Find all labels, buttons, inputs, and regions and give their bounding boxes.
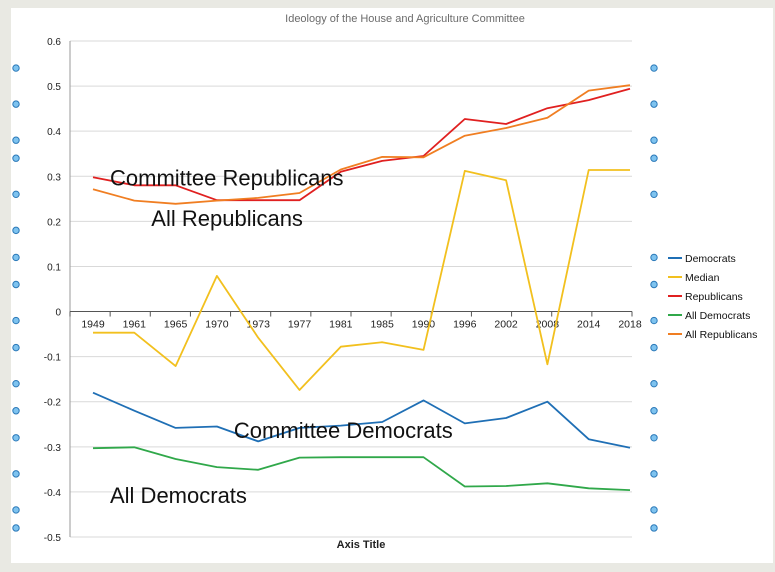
gridlines <box>70 40 632 538</box>
selection-handle <box>650 253 658 262</box>
series-line-all-democrats <box>92 446 631 491</box>
selection-handle <box>650 64 658 72</box>
selection-handle <box>12 407 20 415</box>
legend-label-all-republicans: All Republicans <box>685 329 757 341</box>
legend-label-all-democrats: All Democrats <box>685 310 750 322</box>
x-tick-label-1970: 1970 <box>205 319 229 331</box>
selection-handle <box>650 434 658 442</box>
selection-handle <box>12 343 20 352</box>
selection-handle <box>12 226 20 235</box>
y-tick-label: 0.4 <box>47 127 61 138</box>
x-axis-title: Axis Title <box>337 539 386 551</box>
x-tick-label-1961: 1961 <box>123 319 147 331</box>
selection-handle <box>650 506 658 514</box>
selection-handle <box>650 280 658 289</box>
selection-handle <box>650 379 658 388</box>
y-tick-label: 0.6 <box>47 37 61 48</box>
series-line-democrats <box>92 391 631 449</box>
selection-handle <box>650 407 658 415</box>
x-tick-label-1977: 1977 <box>288 319 312 331</box>
y-tick-label: 0 <box>55 308 61 319</box>
x-tick-label-1990: 1990 <box>412 319 436 331</box>
selection-handle <box>12 470 20 478</box>
axes: -0.5 -0.4 -0.3 -0.2 -0.1 0 0.1 0.2 0.3 0.4 0.5 0.6 1… <box>44 37 642 544</box>
selection-handle <box>650 470 658 478</box>
annotation-committee-republicans: Committee Republicans <box>110 165 344 190</box>
selection-handle <box>12 253 20 262</box>
selection-handle <box>650 100 658 108</box>
x-tick-label-2018: 2018 <box>618 319 642 331</box>
y-tick-label: -0.2 <box>44 398 62 409</box>
series-layer <box>92 84 631 491</box>
selection-handle <box>650 136 658 144</box>
selection-handle <box>650 154 658 162</box>
selection-handle <box>12 434 20 442</box>
series-line-median <box>93 169 630 391</box>
selection-handle <box>650 316 658 325</box>
x-tick-label-1985: 1985 <box>370 319 394 331</box>
selection-handle <box>12 280 20 289</box>
y-tick-label: 0.2 <box>47 217 61 228</box>
annotation-all-republicans: All Republicans <box>151 206 303 231</box>
x-tick-label-1981: 1981 <box>329 319 353 331</box>
annotation-committee-democrats: Committee Democrats <box>234 418 453 443</box>
legend-label-republicans: Republicans <box>685 291 743 303</box>
series-line-all-republicans <box>92 84 631 205</box>
selection-handle <box>650 190 658 199</box>
x-tick-label-1965: 1965 <box>164 319 188 331</box>
selection-handle <box>12 524 20 532</box>
annotation-all-democrats: All Democrats <box>110 483 247 508</box>
y-tick-label: 0.3 <box>47 172 61 183</box>
x-tick-label-1949: 1949 <box>81 319 105 331</box>
y-tick-label: -0.5 <box>44 533 62 544</box>
y-tick-label: 0.5 <box>47 82 61 93</box>
selection-handle <box>12 379 20 388</box>
selection-handle <box>12 136 20 144</box>
y-tick-label: -0.4 <box>44 488 62 499</box>
selection-handles[interactable] <box>12 64 658 532</box>
selection-handle <box>12 316 20 325</box>
selection-handle <box>12 154 20 162</box>
x-tick-label-2014: 2014 <box>577 319 601 331</box>
selection-handle <box>650 343 658 352</box>
y-tick-label: -0.3 <box>44 443 62 454</box>
x-tick-label-2008: 2008 <box>536 319 560 331</box>
x-tick-label-2002: 2002 <box>494 319 518 331</box>
legend: Democrats Median Republicans All Democrats A… <box>668 253 757 341</box>
y-tick-label: -0.1 <box>44 353 62 364</box>
selection-handle <box>12 100 20 108</box>
legend-label-median: Median <box>685 272 720 284</box>
selection-handle <box>12 190 20 199</box>
chart-title: Ideology of the House and Agriculture Co… <box>285 13 525 25</box>
selection-handle <box>650 524 658 532</box>
chart-area[interactable] <box>11 8 773 563</box>
series-line-republicans <box>92 87 631 202</box>
annotations: Committee Republicans All Republicans Comm… <box>110 165 453 508</box>
y-tick-label: 0.1 <box>47 262 61 273</box>
selection-handle <box>12 506 20 514</box>
selection-handle <box>12 64 20 72</box>
x-tick-label-1996: 1996 <box>453 319 477 331</box>
legend-label-democrats: Democrats <box>685 253 736 265</box>
